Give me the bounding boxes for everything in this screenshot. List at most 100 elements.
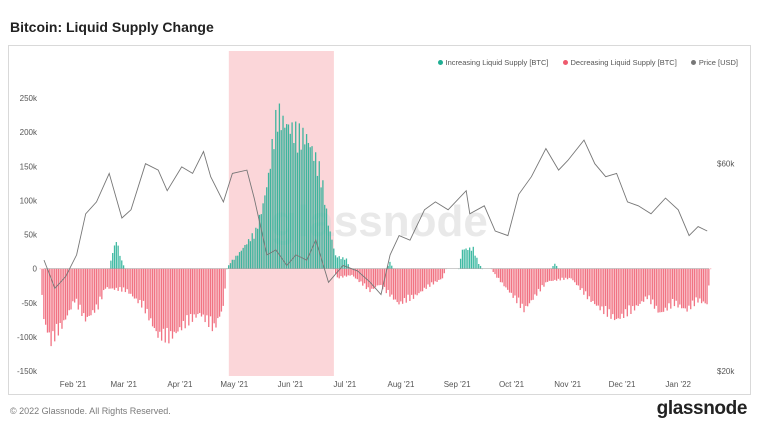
bar-decreasing-1-40 [405,268,407,303]
bar-decreasing-2-77 [630,268,632,314]
legend-label: Increasing Liquid Supply [BTC] [445,58,549,67]
bar-increasing-1-65 [343,259,346,269]
bar-decreasing-2-45 [572,268,574,281]
bar-increasing-1-61 [336,257,339,269]
bar-decreasing-0-62 [151,268,154,327]
bar-increasing-1-47 [311,146,313,269]
bar-decreasing-2-69 [615,268,618,319]
bar-decreasing-0-9 [55,268,58,324]
bar-decreasing-1-25 [378,268,380,286]
bar-increasing-1-30 [280,130,282,269]
bar-decreasing-2-25 [536,268,538,296]
bar-decreasing-2-91 [655,268,657,306]
bar-increasing-1-50 [316,175,319,269]
price-line [43,139,708,296]
bar-decreasing-0-16 [68,268,70,311]
bar-increasing-0-3 [113,245,116,269]
bar-decreasing-1-45 [414,268,416,295]
bar-decreasing-0-5 [48,268,50,333]
bar-decreasing-2-49 [579,268,581,291]
bar-decreasing-2-120 [708,268,710,286]
bar-decreasing-0-68 [162,268,165,329]
liquid-supply-chart: glassnode250k200k150k100k50k0-50k-100k-1… [17,51,735,389]
bar-decreasing-2-61 [601,268,603,307]
bar-increasing-1-11 [246,244,248,269]
y-left-tick-5: 0 [33,265,38,274]
legend-item-0[interactable]: Increasing Liquid Supply [BTC] [437,58,549,67]
bar-decreasing-0-96 [213,268,215,324]
bar-decreasing-1-47 [418,268,420,294]
bar-decreasing-1-35 [396,268,398,303]
bar-decreasing-2-47 [575,268,578,286]
bar-decreasing-0-14 [64,268,67,320]
x-tick-6: Aug '21 [388,380,415,389]
bar-decreasing-0-45 [121,268,123,292]
x-tick-8: Oct '21 [499,380,525,389]
legend-item-1[interactable]: Decreasing Liquid Supply [BTC] [562,58,677,67]
bar-decreasing-2-40 [563,268,565,280]
bar-decreasing-0-48 [126,268,128,290]
bar-increasing-1-15 [253,238,255,269]
y-left-tick-7: -100k [17,333,38,342]
bar-increasing-3-4 [465,248,467,269]
bar-decreasing-2-31 [546,268,549,282]
bar-decreasing-0-42 [115,268,117,288]
bar-increasing-1-37 [293,142,295,269]
bar-decreasing-2-96 [664,268,667,308]
bar-increasing-4-3 [555,265,558,269]
bar-increasing-4-2 [554,263,556,269]
bar-decreasing-2-104 [679,268,681,305]
bar-decreasing-1-14 [358,268,360,283]
bar-decreasing-1-30 [387,268,389,290]
bar-decreasing-0-41 [113,268,116,290]
bar-increasing-3-1 [459,258,462,269]
bar-increasing-2-3 [391,265,393,269]
bar-increasing-1-24 [269,168,271,269]
bar-decreasing-0-39 [110,268,112,289]
bar-increasing-3-10 [476,257,478,269]
bar-decreasing-2-105 [681,268,683,309]
y-right-tick-0: $60k [717,160,735,169]
x-tick-11: Jan '22 [665,380,691,389]
bar-decreasing-0-71 [168,268,170,344]
bar-decreasing-0-92 [206,268,208,316]
bar-decreasing-1-52 [427,268,429,285]
bar-decreasing-1-41 [407,268,409,295]
bar-decreasing-0-31 [95,268,98,305]
bar-decreasing-1-57 [436,268,438,282]
bar-increasing-1-29 [278,103,281,269]
bar-decreasing-2-71 [619,268,621,319]
bar-decreasing-0-82 [188,268,190,326]
bar-decreasing-2-79 [633,268,636,311]
bar-decreasing-0-40 [112,268,114,289]
bar-decreasing-1-11 [353,268,355,277]
bar-increasing-1-36 [291,122,293,269]
legend-item-2[interactable]: Price [USD] [690,58,738,67]
bar-increasing-1-41 [300,149,302,269]
bar-decreasing-2-9 [507,268,509,290]
bar-decreasing-0-34 [101,268,103,300]
bar-increasing-1-66 [345,258,348,269]
bar-increasing-1-22 [266,187,268,269]
bar-decreasing-1-8 [347,268,349,276]
bar-increasing-2-2 [389,261,391,269]
bar-decreasing-0-55 [139,268,141,300]
bar-decreasing-2-75 [626,268,628,317]
bar-increasing-1-8 [240,250,243,269]
bar-decreasing-2-89 [652,268,654,300]
bar-decreasing-0-8 [54,268,56,342]
bar-decreasing-0-102 [224,268,226,289]
bar-increasing-0-1 [110,260,112,269]
bar-decreasing-0-84 [191,268,194,322]
bar-decreasing-2-6 [501,268,503,283]
bar-decreasing-1-20 [369,268,371,293]
bar-increasing-0-2 [112,253,114,269]
bar-decreasing-2-52 [584,268,587,292]
bar-decreasing-0-6 [50,268,52,347]
bar-decreasing-2-82 [639,268,641,304]
bar-increasing-1-3 [231,259,233,269]
legend-label: Price [USD] [698,58,738,67]
bar-decreasing-2-62 [603,268,605,315]
bar-decreasing-0-7 [52,268,54,332]
legend-dot-icon [437,60,443,65]
